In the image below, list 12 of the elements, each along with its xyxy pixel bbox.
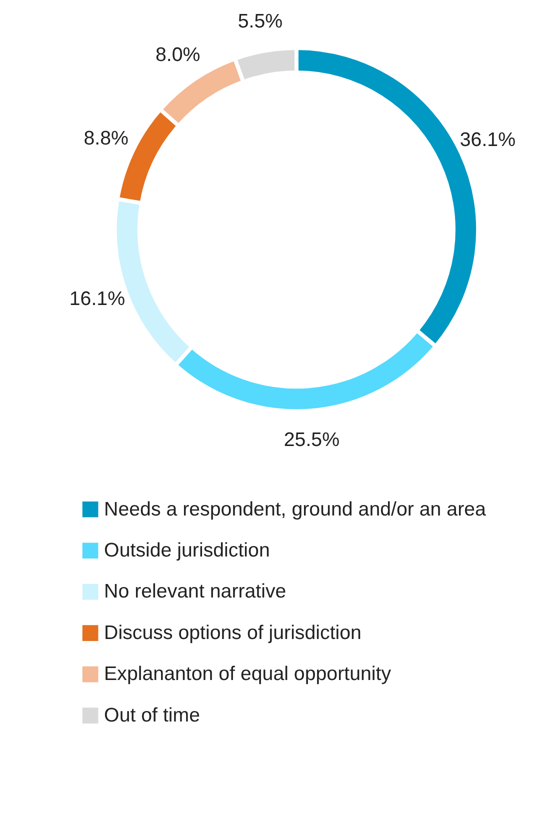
legend-label: Discuss options of jurisdiction: [104, 622, 362, 644]
data-label: 25.5%: [284, 428, 340, 451]
legend-label: Outside jurisdiction: [104, 539, 270, 562]
data-label: 8.8%: [84, 127, 128, 150]
data-label: 8.0%: [155, 44, 200, 66]
data-label: 16.1%: [69, 288, 126, 310]
legend-label: No relevant narrative: [104, 580, 286, 603]
legend-label: Explananton of equal opportunity: [104, 663, 392, 686]
legend-label: Out of time: [104, 704, 200, 726]
legend-label: Needs a respondent, ground and/or an area: [104, 498, 486, 520]
data-label: 5.5%: [238, 10, 283, 33]
data-label: 36.1%: [460, 129, 516, 152]
